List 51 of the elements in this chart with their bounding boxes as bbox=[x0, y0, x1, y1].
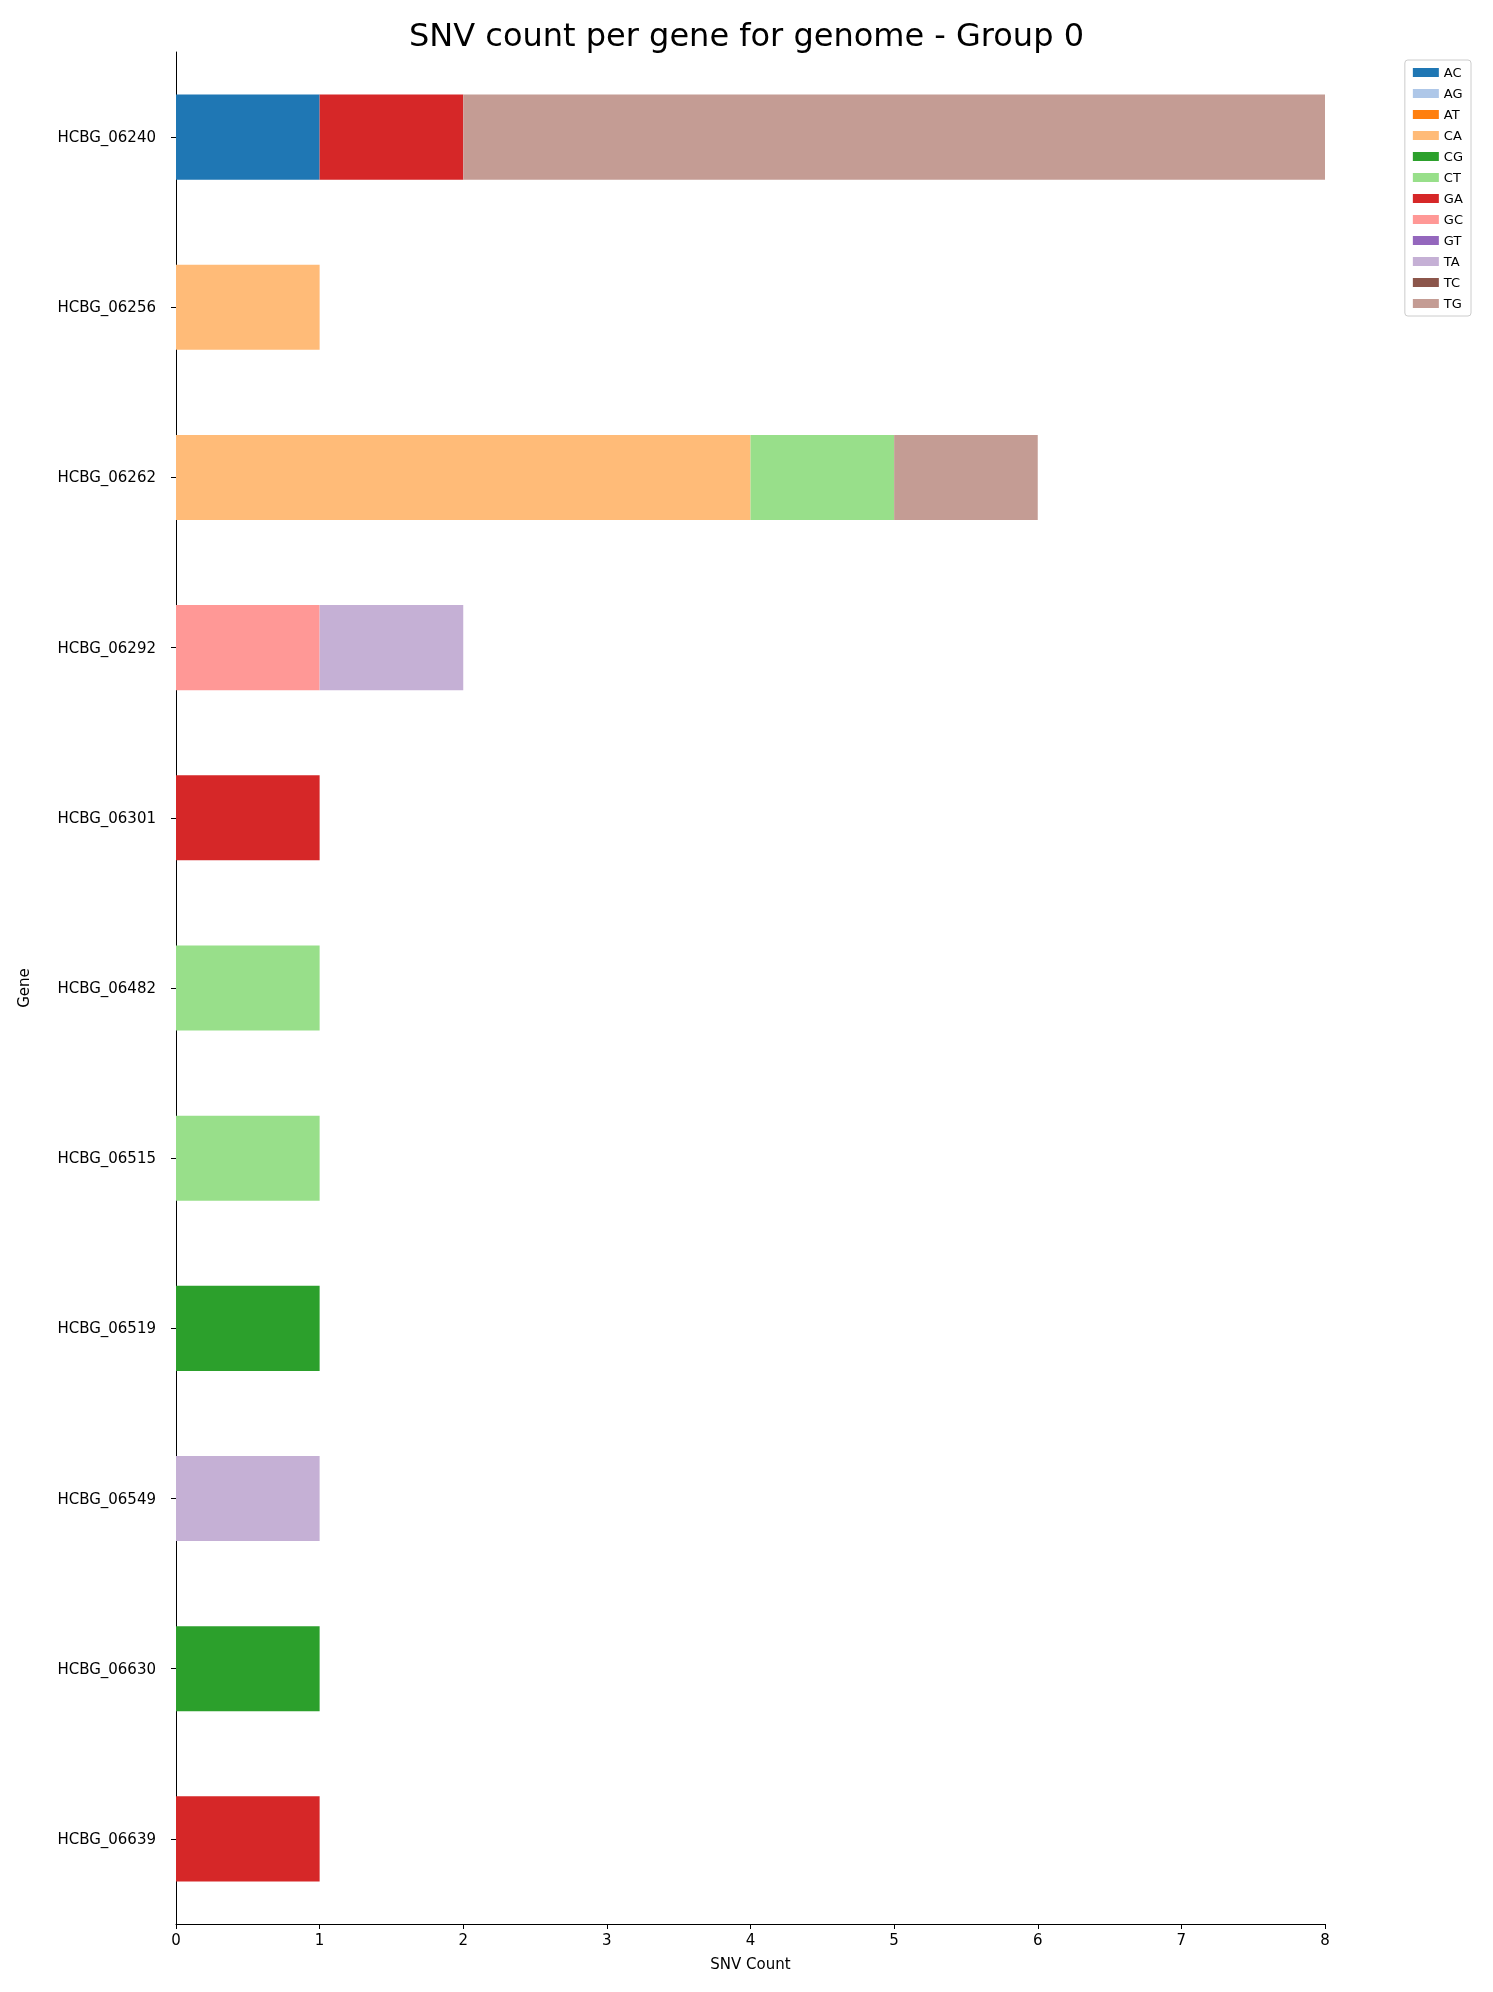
y-tick-label: HCBG_06630 bbox=[57, 1659, 156, 1679]
y-tick-label: HCBG_06519 bbox=[57, 1319, 156, 1339]
x-tick-label: 0 bbox=[171, 1930, 181, 1949]
legend-label: CT bbox=[1443, 170, 1461, 185]
x-tick-label: 8 bbox=[1320, 1930, 1330, 1949]
x-tick-label: 5 bbox=[889, 1930, 899, 1949]
legend-label: TA bbox=[1442, 254, 1460, 269]
y-tick-label: HCBG_06256 bbox=[57, 298, 156, 318]
y-tick-label: HCBG_06515 bbox=[57, 1149, 156, 1169]
x-tick-label: 2 bbox=[458, 1930, 469, 1949]
y-tick-label: HCBG_06292 bbox=[57, 638, 156, 658]
y-tick-label: HCBG_06262 bbox=[57, 468, 156, 488]
bar bbox=[319, 605, 464, 691]
legend-label: AC bbox=[1443, 65, 1462, 80]
legend-label: TC bbox=[1442, 275, 1461, 290]
bar bbox=[176, 264, 320, 350]
bar bbox=[176, 945, 320, 1031]
y-tick-label: HCBG_06549 bbox=[57, 1489, 156, 1509]
legend-label: AG bbox=[1443, 86, 1463, 101]
legend-label: CA bbox=[1443, 128, 1462, 143]
bar bbox=[176, 775, 320, 861]
y-axis-title: Gene bbox=[14, 968, 33, 1008]
bar bbox=[176, 434, 751, 520]
x-tick-label: 1 bbox=[314, 1930, 325, 1949]
legend-label: TG bbox=[1442, 296, 1462, 311]
bar bbox=[176, 1796, 320, 1882]
x-tick-label: 6 bbox=[1032, 1930, 1043, 1949]
bar bbox=[176, 1626, 320, 1712]
bar bbox=[750, 434, 895, 520]
legend-label: CG bbox=[1443, 149, 1464, 164]
legend-label: AT bbox=[1443, 107, 1460, 122]
x-tick-label: 3 bbox=[602, 1930, 612, 1949]
bar bbox=[176, 1115, 320, 1201]
y-tick-label: HCBG_06639 bbox=[57, 1829, 156, 1849]
chart-title: SNV count per gene for genome - Group 0 bbox=[409, 16, 1084, 54]
x-tick-label: 4 bbox=[745, 1930, 756, 1949]
legend-label: GT bbox=[1443, 233, 1462, 248]
bar bbox=[894, 434, 1038, 520]
legend-label: GA bbox=[1443, 191, 1463, 206]
y-tick-label: HCBG_06240 bbox=[57, 128, 156, 148]
bar bbox=[176, 1456, 320, 1542]
bar bbox=[176, 605, 320, 691]
bar bbox=[176, 1285, 320, 1371]
x-tick-label: 7 bbox=[1176, 1930, 1187, 1949]
bar bbox=[463, 94, 1325, 180]
y-tick-label: HCBG_06482 bbox=[57, 979, 156, 998]
legend-label: GC bbox=[1443, 212, 1464, 227]
y-tick-label: HCBG_06301 bbox=[57, 808, 156, 828]
bar bbox=[176, 94, 320, 180]
x-axis-title: SNV Count bbox=[710, 1954, 791, 1973]
bar bbox=[319, 94, 464, 180]
